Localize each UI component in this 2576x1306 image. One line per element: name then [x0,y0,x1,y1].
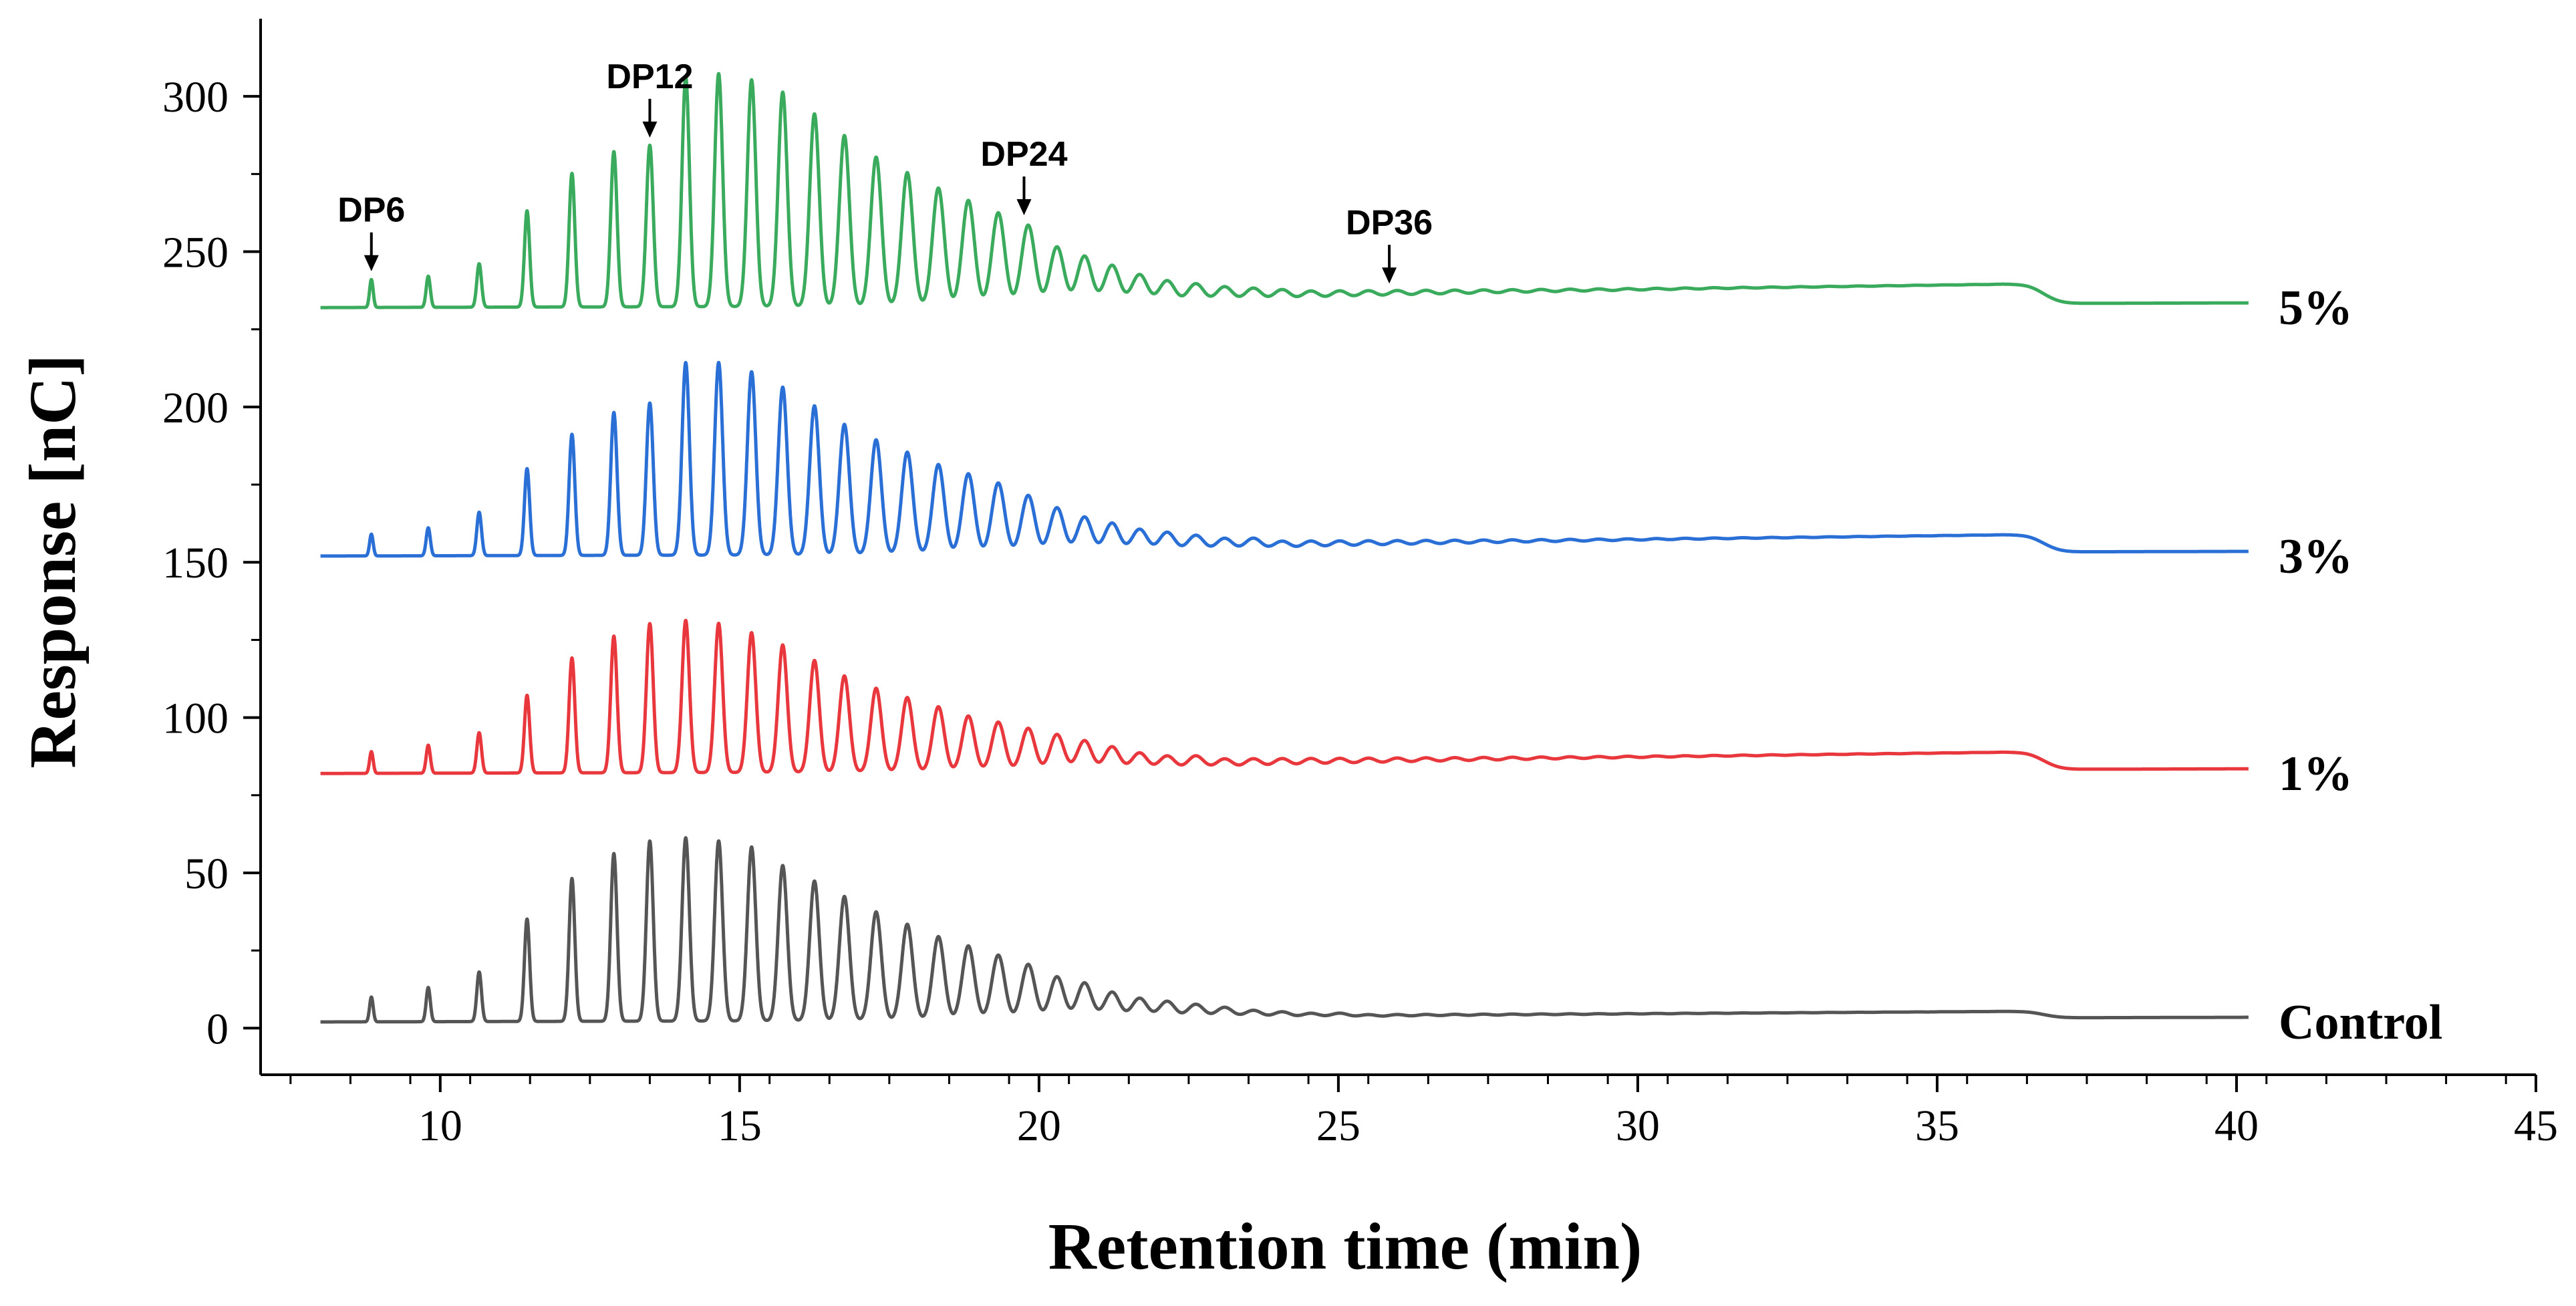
x-tick-label: 10 [418,1101,462,1150]
y-tick-label: 250 [162,229,229,277]
annotation-arrow-head [642,121,658,138]
x-tick-label: 35 [1915,1101,1959,1150]
x-tick-label: 30 [1616,1101,1660,1150]
annotation-label: DP12 [606,57,693,96]
y-tick-label: 150 [162,539,229,587]
y-tick-label: 50 [184,850,229,898]
x-tick-label: 20 [1017,1101,1061,1150]
x-tick-label: 45 [2514,1101,2558,1150]
series-label: 1% [2279,747,2353,801]
series-line-control [319,836,2250,1024]
y-tick-label: 100 [162,694,229,743]
series-label: 5% [2279,281,2353,336]
annotation-label: DP36 [1346,203,1433,242]
annotation-label: DP24 [980,135,1067,174]
annotation-arrow-head [1382,267,1397,284]
x-tick-label: 40 [2214,1101,2259,1150]
y-tick-label: 300 [162,73,229,122]
x-axis-title: Retention time (min) [1048,1209,1642,1283]
annotation-arrow-head [364,255,379,271]
x-tick-label: 25 [1316,1101,1361,1150]
axes: 0 50 100 150 200 250 300 10 15 20 25 30 35 40 45 [162,19,2558,1150]
series-traces: Control 1% 3% 5% [319,72,2442,1050]
series-label: Control [2279,995,2442,1050]
annotation-arrow-head [1016,199,1032,216]
series-line-5pct [319,72,2250,309]
annotations: DP6 DP12 DP24 DP36 [337,57,1433,284]
x-tick-label: 15 [718,1101,762,1150]
y-tick-label: 0 [206,1005,229,1053]
annotation-label: DP6 [337,191,405,230]
series-label: 3% [2279,529,2353,584]
y-tick-label: 200 [162,384,229,432]
series-line-1pct [319,618,2250,775]
y-axis-title: Response [nC] [15,354,90,768]
series-line-3pct [319,361,2250,558]
